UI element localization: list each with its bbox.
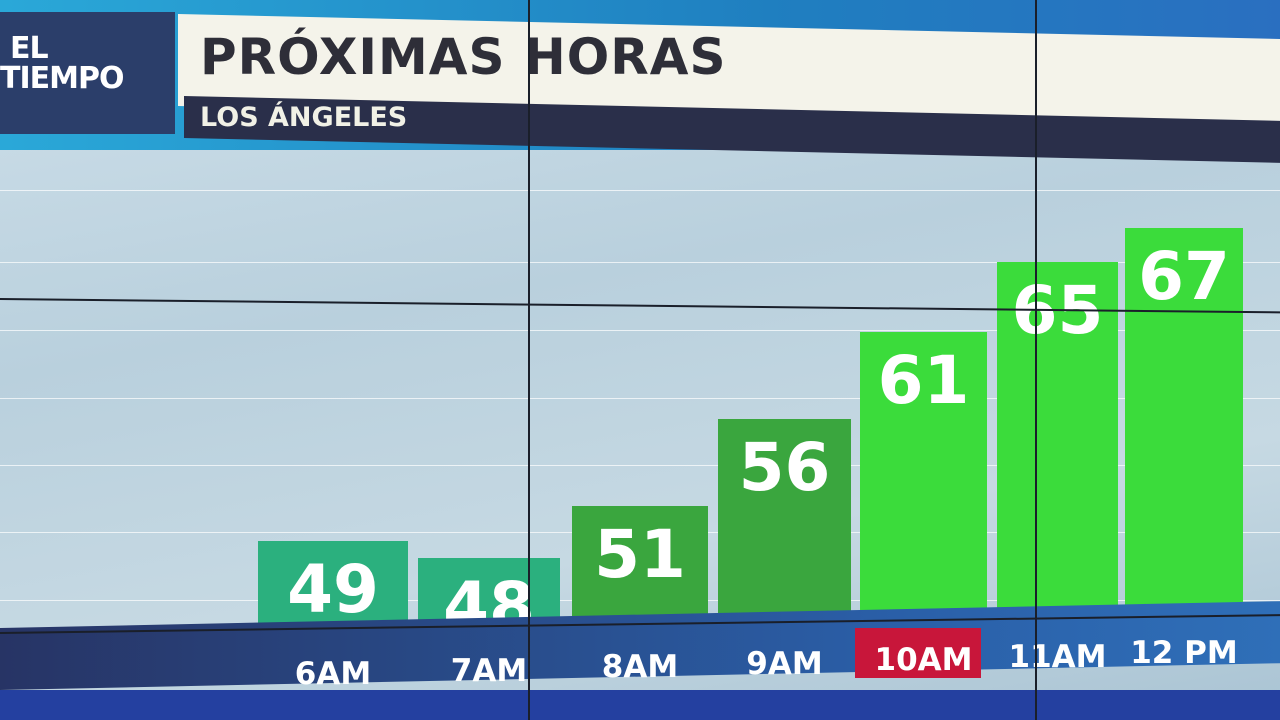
bar-value-label: 67 xyxy=(1138,237,1230,315)
page-title: PRÓXIMAS HORAS xyxy=(200,28,727,86)
gridline xyxy=(0,330,1280,331)
bar-11am xyxy=(997,262,1118,640)
x-tick-label: 9AM xyxy=(746,645,823,682)
logo-line-2: TIEMPO xyxy=(0,61,124,96)
gridline xyxy=(0,398,1280,399)
current-hour-highlight xyxy=(855,628,981,678)
location-subtitle: LOS ÁNGELES xyxy=(200,102,408,133)
x-tick-label: 8AM xyxy=(601,649,679,685)
bar-value-label: 56 xyxy=(738,429,831,507)
bar-10am xyxy=(860,332,987,640)
x-tick-label: 10AM xyxy=(874,642,973,678)
bottom-band xyxy=(0,690,1280,720)
bar-12pm xyxy=(1125,227,1243,640)
logo-line-1: EL xyxy=(10,31,49,66)
x-tick-label: 7AM xyxy=(450,652,528,689)
screen-seam xyxy=(528,0,530,720)
gridline xyxy=(0,262,1280,263)
screen-seam xyxy=(1035,0,1037,720)
bar-value-label: 61 xyxy=(877,342,970,420)
logo: EL TIEMPO xyxy=(0,12,175,134)
gridline xyxy=(0,465,1280,466)
x-tick-label: 12 PM xyxy=(1130,635,1238,671)
x-tick-label: 6AM xyxy=(294,656,372,692)
bar-9am xyxy=(718,419,851,640)
bar-value-label: 49 xyxy=(287,550,379,628)
x-tick-label: 11AM xyxy=(1008,638,1107,675)
gridline xyxy=(0,190,1280,191)
bar-value-label: 51 xyxy=(594,516,686,594)
